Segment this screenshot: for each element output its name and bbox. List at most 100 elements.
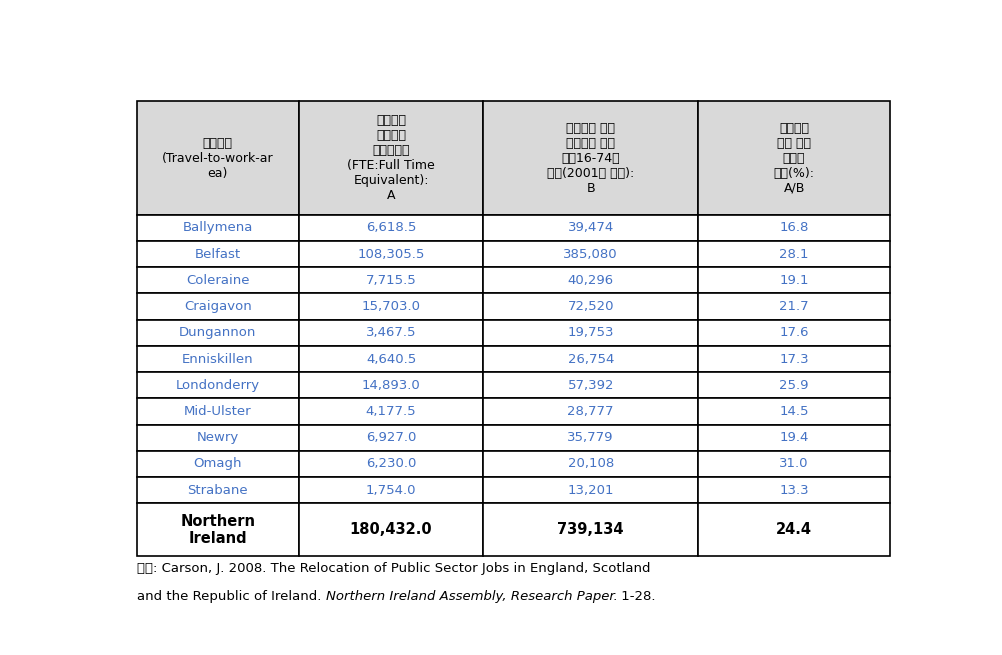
Text: 16.8: 16.8 <box>780 221 809 234</box>
Bar <box>698 267 890 293</box>
Text: 31.0: 31.0 <box>780 457 809 470</box>
Bar <box>483 267 698 293</box>
Bar <box>299 398 483 424</box>
Text: Newry: Newry <box>196 431 239 444</box>
Bar <box>299 102 483 215</box>
Bar <box>698 451 890 477</box>
Text: and the Republic of Ireland.: and the Republic of Ireland. <box>137 590 326 603</box>
Text: 3,467.5: 3,467.5 <box>366 326 417 339</box>
Text: 21.7: 21.7 <box>780 300 809 313</box>
Bar <box>299 293 483 320</box>
Text: Strabane: Strabane <box>187 483 248 496</box>
Bar <box>137 267 299 293</box>
Text: 57,392: 57,392 <box>567 379 614 392</box>
Text: Northern
Ireland: Northern Ireland <box>180 514 256 546</box>
Text: 739,134: 739,134 <box>557 522 624 537</box>
Text: Coleraine: Coleraine <box>186 274 249 287</box>
Bar <box>698 398 890 424</box>
Text: Dungannon: Dungannon <box>179 326 257 339</box>
Text: 1,754.0: 1,754.0 <box>366 483 417 496</box>
Text: 6,230.0: 6,230.0 <box>366 457 416 470</box>
Bar <box>483 293 698 320</box>
Bar <box>137 398 299 424</box>
Text: 20,108: 20,108 <box>567 457 614 470</box>
Bar <box>137 241 299 267</box>
Bar <box>698 293 890 320</box>
Text: Mid-Ulster: Mid-Ulster <box>184 405 252 418</box>
Text: 7,715.5: 7,715.5 <box>366 274 417 287</box>
Bar <box>137 424 299 451</box>
Bar <box>299 320 483 346</box>
Bar <box>483 102 698 215</box>
Bar <box>137 503 299 556</box>
Bar <box>483 215 698 241</box>
Text: 지역인재
채용 가능
일자리
비율(%):
A/B: 지역인재 채용 가능 일자리 비율(%): A/B <box>774 122 815 195</box>
Text: 40,296: 40,296 <box>568 274 614 287</box>
Text: 35,779: 35,779 <box>567 431 614 444</box>
Bar <box>299 267 483 293</box>
Text: Northern Ireland Assembly, Research Paper.: Northern Ireland Assembly, Research Pape… <box>326 590 617 603</box>
Text: 이전지역
공공기관
전업일자리
(FTE:Full Time
Equivalent):
A: 이전지역 공공기관 전업일자리 (FTE:Full Time Equivalen… <box>348 114 435 202</box>
Bar <box>698 372 890 398</box>
Bar <box>483 241 698 267</box>
Text: 이전지역
(Travel-to-work-ar
ea): 이전지역 (Travel-to-work-ar ea) <box>162 136 274 179</box>
Text: Enniskillen: Enniskillen <box>182 352 254 365</box>
Text: 15,703.0: 15,703.0 <box>362 300 421 313</box>
Text: Belfast: Belfast <box>194 248 240 261</box>
Text: and the Republic of Ireland.: and the Republic of Ireland. <box>137 590 326 603</box>
Text: 4,177.5: 4,177.5 <box>366 405 417 418</box>
Bar <box>698 241 890 267</box>
Bar <box>137 477 299 503</box>
Bar <box>483 320 698 346</box>
Bar <box>483 372 698 398</box>
Text: 108,305.5: 108,305.5 <box>358 248 425 261</box>
Text: 28.1: 28.1 <box>780 248 809 261</box>
Text: 19.4: 19.4 <box>780 431 809 444</box>
Bar <box>698 102 890 215</box>
Bar <box>698 346 890 372</box>
Text: 14,893.0: 14,893.0 <box>362 379 421 392</box>
Text: Omagh: Omagh <box>193 457 242 470</box>
Text: 28,777: 28,777 <box>567 405 614 418</box>
Text: 자료: Carson, J. 2008. The Relocation of Public Sector Jobs in England, Scotland: 자료: Carson, J. 2008. The Relocation of P… <box>137 562 650 575</box>
Text: 6,927.0: 6,927.0 <box>366 431 416 444</box>
Bar <box>698 503 890 556</box>
Text: 13.3: 13.3 <box>780 483 809 496</box>
Text: 13,201: 13,201 <box>567 483 614 496</box>
Bar <box>698 320 890 346</box>
Text: 19,753: 19,753 <box>567 326 614 339</box>
Text: 26,754: 26,754 <box>567 352 614 365</box>
Bar <box>137 320 299 346</box>
Bar <box>698 215 890 241</box>
Text: 25.9: 25.9 <box>780 379 809 392</box>
Bar <box>483 398 698 424</box>
Bar <box>483 346 698 372</box>
Bar <box>299 424 483 451</box>
Text: 이전지역 거주
경제활동 가능
연령16-74세
인구(2001년 기준):
B: 이전지역 거주 경제활동 가능 연령16-74세 인구(2001년 기준): B <box>547 122 634 195</box>
Bar <box>299 451 483 477</box>
Bar <box>137 215 299 241</box>
Text: 180,432.0: 180,432.0 <box>350 522 433 537</box>
Text: 17.6: 17.6 <box>780 326 809 339</box>
Text: Craigavon: Craigavon <box>184 300 252 313</box>
Bar <box>137 293 299 320</box>
Text: 385,080: 385,080 <box>563 248 618 261</box>
Bar <box>299 241 483 267</box>
Bar <box>137 102 299 215</box>
Text: 14.5: 14.5 <box>780 405 809 418</box>
Text: 6,618.5: 6,618.5 <box>366 221 416 234</box>
Bar <box>137 372 299 398</box>
Bar <box>483 451 698 477</box>
Bar <box>483 477 698 503</box>
Bar <box>483 424 698 451</box>
Text: 39,474: 39,474 <box>567 221 614 234</box>
Bar <box>698 424 890 451</box>
Text: Londonderry: Londonderry <box>175 379 260 392</box>
Text: 1-28.: 1-28. <box>617 590 656 603</box>
Bar <box>299 477 483 503</box>
Text: 17.3: 17.3 <box>780 352 809 365</box>
Bar <box>137 451 299 477</box>
Bar <box>299 346 483 372</box>
Text: 4,640.5: 4,640.5 <box>366 352 416 365</box>
Bar <box>299 503 483 556</box>
